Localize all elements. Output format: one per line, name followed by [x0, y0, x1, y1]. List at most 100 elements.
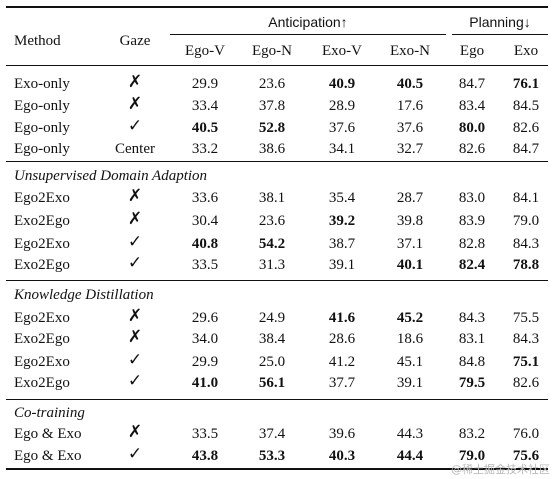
cross-icon: ✗ — [127, 306, 143, 326]
value-cell: 75.6 — [512, 448, 540, 464]
value-cell: 28.6 — [328, 331, 356, 347]
value-cell: 23.6 — [258, 76, 286, 92]
section-rule-2 — [6, 280, 548, 281]
value-cell: 23.6 — [258, 213, 286, 229]
subheader-exo-n: Exo-N — [390, 43, 430, 59]
watermark: @稀土掘金技术社区 — [451, 463, 550, 476]
method-cell: Ego2Exo — [14, 310, 70, 326]
method-cell: Ego2Exo — [14, 354, 70, 370]
value-cell: 24.9 — [258, 310, 286, 326]
check-icon: ✓ — [127, 116, 143, 136]
value-cell: 30.4 — [191, 213, 219, 229]
anticipation-underline — [170, 34, 446, 35]
top-rule — [6, 6, 548, 8]
value-cell: 45.1 — [396, 354, 424, 370]
value-cell: 44.4 — [396, 448, 424, 464]
value-cell: 25.0 — [258, 354, 286, 370]
header-gaze: Gaze — [119, 33, 151, 49]
value-cell: 40.5 — [191, 120, 219, 136]
value-cell: 83.2 — [458, 426, 486, 442]
value-cell: 28.9 — [328, 98, 356, 114]
value-cell: 84.1 — [512, 190, 540, 206]
value-cell: 37.6 — [396, 120, 424, 136]
value-cell: 17.6 — [396, 98, 424, 114]
method-cell: Ego2Exo — [14, 236, 70, 252]
value-cell: 79.0 — [512, 213, 540, 229]
subheader-ego: Ego — [459, 43, 485, 59]
value-cell: 43.8 — [191, 448, 219, 464]
value-cell: 83.4 — [458, 98, 486, 114]
value-cell: 37.7 — [328, 375, 356, 391]
section-title-kd: Knowledge Distillation — [14, 287, 154, 303]
value-cell: 39.1 — [328, 257, 356, 273]
value-cell: 54.2 — [258, 236, 286, 252]
cross-icon: ✗ — [127, 327, 143, 347]
value-cell: 84.7 — [512, 141, 540, 157]
method-cell: Ego & Exo — [14, 448, 82, 464]
value-cell: 83.1 — [458, 331, 486, 347]
value-cell: 33.6 — [191, 190, 219, 206]
value-cell: 34.0 — [191, 331, 219, 347]
value-cell: 41.0 — [191, 375, 219, 391]
cross-icon: ✗ — [127, 186, 143, 206]
section-rule-3 — [6, 399, 548, 400]
cross-icon: ✗ — [127, 72, 143, 92]
value-cell: 39.1 — [396, 375, 424, 391]
value-cell: 75.5 — [512, 310, 540, 326]
value-cell: 82.6 — [512, 120, 540, 136]
value-cell: 84.8 — [458, 354, 486, 370]
method-cell: Ego-only — [14, 120, 70, 136]
value-cell: 56.1 — [258, 375, 286, 391]
check-icon: ✓ — [127, 253, 143, 273]
value-cell: 84.3 — [512, 236, 540, 252]
value-cell: 33.5 — [191, 426, 219, 442]
value-cell: 29.9 — [191, 354, 219, 370]
value-cell: 82.6 — [458, 141, 486, 157]
method-cell: Exo-only — [14, 76, 70, 92]
value-cell: 33.5 — [191, 257, 219, 273]
value-cell: 82.6 — [512, 375, 540, 391]
value-cell: 37.1 — [396, 236, 424, 252]
value-cell: 53.3 — [258, 448, 286, 464]
value-cell: 79.0 — [458, 448, 486, 464]
value-cell: 84.7 — [458, 76, 486, 92]
value-cell: 18.6 — [396, 331, 424, 347]
value-cell: 29.9 — [191, 76, 219, 92]
value-cell: 82.8 — [458, 236, 486, 252]
value-cell: 84.5 — [512, 98, 540, 114]
value-cell: 39.2 — [328, 213, 356, 229]
value-cell: 35.4 — [328, 190, 356, 206]
check-icon: ✓ — [127, 350, 143, 370]
value-cell: 84.3 — [512, 331, 540, 347]
value-cell: 41.2 — [328, 354, 356, 370]
value-cell: 37.8 — [258, 98, 286, 114]
header-method: Method — [14, 33, 61, 49]
value-cell: 33.4 — [191, 98, 219, 114]
check-icon: ✓ — [127, 371, 143, 391]
check-icon: ✓ — [127, 444, 143, 464]
value-cell: 44.3 — [396, 426, 424, 442]
value-cell: 33.2 — [191, 141, 219, 157]
value-cell: 78.8 — [512, 257, 540, 273]
gaze-cell: Center — [115, 141, 155, 157]
value-cell: 45.2 — [396, 310, 424, 326]
value-cell: 34.1 — [328, 141, 356, 157]
value-cell: 52.8 — [258, 120, 286, 136]
value-cell: 75.1 — [512, 354, 540, 370]
value-cell: 83.0 — [458, 190, 486, 206]
method-cell: Exo2Ego — [14, 257, 70, 273]
planning-underline — [452, 34, 548, 35]
value-cell: 38.6 — [258, 141, 286, 157]
value-cell: 28.7 — [396, 190, 424, 206]
value-cell: 38.4 — [258, 331, 286, 347]
method-cell: Ego-only — [14, 141, 70, 157]
value-cell: 83.9 — [458, 213, 486, 229]
cross-icon: ✗ — [127, 94, 143, 114]
value-cell: 82.4 — [458, 257, 486, 273]
value-cell: 38.7 — [328, 236, 356, 252]
method-cell: Ego2Exo — [14, 190, 70, 206]
header-anticipation: Anticipation↑ — [268, 14, 348, 30]
method-cell: Exo2Ego — [14, 375, 70, 391]
subheader-ego-n: Ego-N — [252, 43, 292, 59]
